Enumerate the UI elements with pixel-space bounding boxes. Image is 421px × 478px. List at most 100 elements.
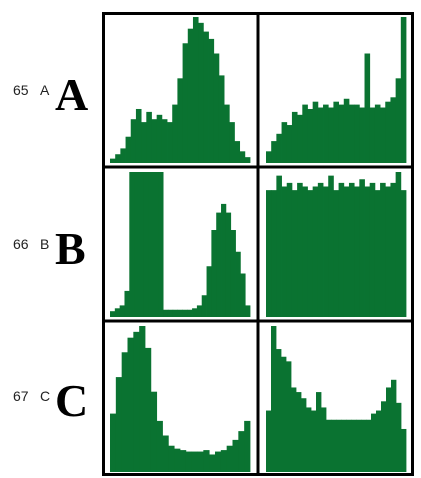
histogram-bar bbox=[218, 75, 225, 163]
histogram-bar bbox=[333, 190, 339, 318]
histogram-bar bbox=[230, 230, 236, 317]
histogram-bar bbox=[110, 158, 116, 163]
histogram-bar bbox=[385, 186, 391, 317]
histogram-bar bbox=[307, 190, 314, 318]
histogram-bar bbox=[400, 190, 407, 318]
row-label-c: 67 C C bbox=[0, 368, 100, 468]
histogram-bar bbox=[180, 450, 187, 472]
histogram-bar bbox=[390, 97, 397, 163]
histogram-bar bbox=[306, 407, 312, 472]
histogram-bar bbox=[145, 347, 152, 472]
histogram-bar bbox=[141, 122, 147, 163]
histogram-bar bbox=[130, 119, 137, 163]
histogram-bar bbox=[281, 186, 288, 317]
histogram-bar bbox=[198, 22, 204, 164]
histogram-bar bbox=[359, 179, 365, 317]
histogram-bar bbox=[226, 445, 233, 472]
histogram-bar bbox=[146, 111, 152, 163]
histogram-bar bbox=[401, 428, 407, 472]
histogram-bar bbox=[341, 419, 347, 472]
histogram-bar bbox=[161, 119, 168, 163]
histogram-bar bbox=[139, 326, 146, 472]
histogram-bar bbox=[328, 107, 334, 163]
row-big-letter-c: C bbox=[55, 375, 89, 426]
histogram-bar bbox=[153, 172, 159, 317]
histogram-bar bbox=[156, 420, 163, 472]
histogram-bar bbox=[391, 379, 397, 472]
histogram-bar bbox=[124, 290, 130, 317]
histogram-bar bbox=[386, 387, 392, 472]
histogram-bar bbox=[224, 104, 230, 163]
histogram-bar bbox=[336, 419, 342, 472]
histogram-bar bbox=[297, 182, 303, 318]
histogram-bar bbox=[281, 122, 288, 163]
histogram-bar bbox=[307, 108, 314, 163]
histogram-bar bbox=[156, 114, 163, 163]
histogram-bar bbox=[120, 148, 126, 163]
row-small-letter-c: C bbox=[40, 388, 51, 404]
histogram-panel-b-right bbox=[266, 172, 407, 318]
histogram-bar bbox=[239, 151, 246, 163]
histogram-bar bbox=[321, 407, 327, 472]
histogram-panel-a-right bbox=[266, 17, 407, 163]
histogram-bar bbox=[134, 172, 140, 317]
row-small-letter-b: B bbox=[40, 236, 50, 252]
histogram-bar bbox=[343, 98, 350, 163]
histogram-bar bbox=[192, 308, 198, 317]
histogram-bar bbox=[234, 141, 241, 163]
histogram-bar bbox=[240, 273, 246, 317]
histogram-panel-c-left bbox=[110, 326, 251, 472]
histogram-panel-b-left bbox=[110, 172, 251, 317]
histogram-bar bbox=[366, 419, 372, 472]
histogram-bar bbox=[177, 309, 183, 317]
histogram-bar bbox=[376, 410, 382, 472]
histogram-bar bbox=[203, 450, 210, 472]
histogram-bar bbox=[110, 311, 116, 317]
histogram-bar bbox=[216, 212, 222, 317]
histogram-bar bbox=[346, 419, 352, 472]
histogram-bar bbox=[338, 104, 345, 163]
row-number-c: 67 bbox=[13, 388, 29, 404]
histogram-bar bbox=[244, 420, 251, 472]
histogram-bar bbox=[174, 448, 181, 472]
histogram-bar bbox=[158, 172, 164, 317]
histogram-bar bbox=[323, 186, 329, 317]
histogram-bar bbox=[351, 419, 357, 472]
histogram-bar bbox=[326, 419, 332, 472]
histogram-bar bbox=[328, 175, 334, 318]
histogram-bar bbox=[138, 172, 145, 317]
histogram-bar bbox=[361, 419, 367, 472]
histogram-bar bbox=[266, 190, 272, 318]
histogram-panel-a-left bbox=[110, 17, 251, 164]
histogram-bar bbox=[354, 104, 360, 163]
histogram-bar bbox=[380, 182, 386, 318]
histogram-panel-c-right bbox=[266, 326, 407, 472]
histogram-bar bbox=[208, 38, 215, 163]
histogram-bar bbox=[266, 151, 272, 163]
histogram-bar bbox=[185, 451, 193, 472]
histogram-bar bbox=[296, 392, 302, 472]
histogram-bar bbox=[276, 175, 282, 318]
histogram-bar bbox=[135, 108, 142, 163]
histogram-bar bbox=[209, 454, 216, 472]
histogram-bar bbox=[364, 186, 371, 317]
histogram-bar bbox=[225, 212, 232, 317]
histogram-bar bbox=[196, 305, 203, 317]
histogram-bar bbox=[323, 104, 329, 163]
histogram-bar bbox=[206, 266, 212, 317]
histogram-bar bbox=[291, 387, 297, 472]
histogram-bar bbox=[385, 101, 391, 163]
histogram-bar bbox=[187, 28, 194, 164]
row-number-a: 65 bbox=[13, 82, 29, 98]
histogram-bar bbox=[220, 450, 228, 472]
histogram-bar bbox=[400, 17, 407, 163]
histogram-bar bbox=[177, 78, 183, 163]
histogram-bar bbox=[390, 182, 397, 318]
histogram-bar bbox=[244, 157, 251, 163]
histogram-bar bbox=[121, 352, 128, 472]
row-number-b: 66 bbox=[13, 236, 29, 252]
histogram-bar bbox=[201, 295, 207, 317]
row-label-b: 66 B B bbox=[0, 216, 100, 316]
histogram-bar bbox=[338, 182, 345, 318]
histogram-bar bbox=[374, 104, 381, 163]
